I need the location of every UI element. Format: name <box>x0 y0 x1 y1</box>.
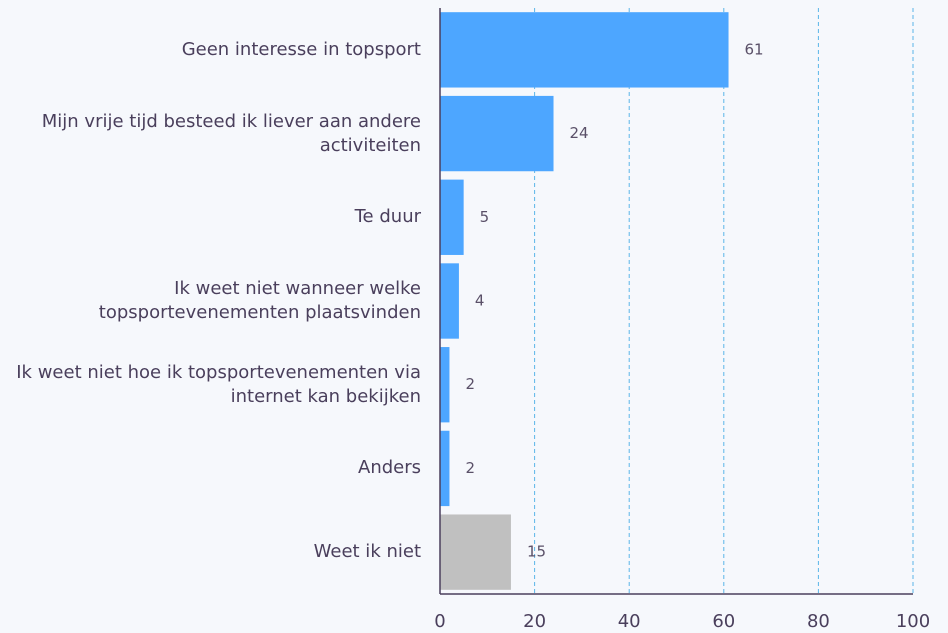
category-label: Mijn vrije tijd besteed ik liever aan an… <box>41 110 421 156</box>
value-label: 4 <box>475 292 485 310</box>
category-label: Weet ik niet <box>313 541 421 563</box>
category-label: Geen interesse in topsport <box>181 38 421 60</box>
bar <box>440 347 450 423</box>
category-label: Te duur <box>354 206 421 228</box>
x-tick-label: 100 <box>896 611 930 632</box>
bar <box>440 430 450 507</box>
bar <box>440 95 554 172</box>
x-tick-label: 20 <box>523 611 546 632</box>
x-tick-label: 60 <box>712 611 735 632</box>
value-label: 61 <box>745 40 764 58</box>
bar <box>440 263 459 339</box>
value-label: 15 <box>527 543 546 561</box>
x-tick-label: 0 <box>434 611 445 632</box>
x-tick-label: 40 <box>618 611 641 632</box>
bar <box>440 514 511 590</box>
bar <box>440 179 464 255</box>
x-tick-label: 80 <box>807 611 830 632</box>
value-label: 5 <box>480 208 490 226</box>
value-label: 2 <box>465 459 475 477</box>
value-label: 2 <box>465 375 475 393</box>
bar <box>440 12 729 88</box>
category-label: Ik weet niet hoe ik topsportevenementen … <box>16 361 421 407</box>
category-label: Ik weet niet wanneer welke topsportevene… <box>98 278 421 323</box>
value-label: 24 <box>570 124 589 142</box>
category-label: Anders <box>358 457 421 479</box>
